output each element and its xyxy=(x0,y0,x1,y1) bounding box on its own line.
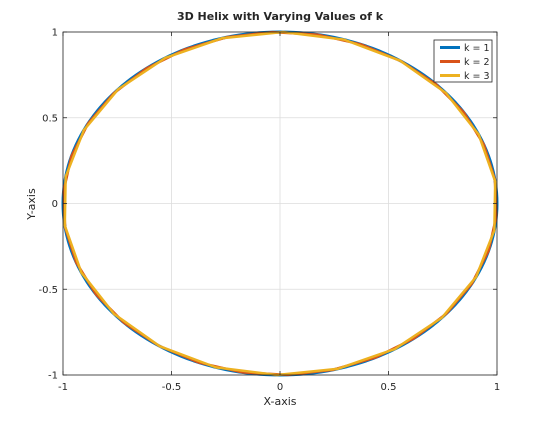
x-tick-label: 0.5 xyxy=(381,382,397,393)
chart-title: 3D Helix with Varying Values of k xyxy=(177,10,384,23)
y-tick-label: 0.5 xyxy=(42,113,58,124)
y-tick-label: -0.5 xyxy=(38,285,58,296)
y-tick-label: -1 xyxy=(48,371,58,382)
x-tick-label: 0 xyxy=(277,382,283,393)
x-axis-label: X-axis xyxy=(264,395,297,408)
legend[interactable]: k = 1 k = 2 k = 3 xyxy=(433,39,493,83)
legend-label-k1: k = 1 xyxy=(464,43,490,54)
series-line-k3 xyxy=(63,30,497,377)
legend-label-k2: k = 2 xyxy=(464,57,490,68)
x-tick-label: 1 xyxy=(494,382,500,393)
legend-label-k3: k = 3 xyxy=(464,71,490,82)
y-axis-label: Y-axis xyxy=(25,188,38,221)
ticks: -1 -0.5 0 0.5 1 -1 -0.5 0 0.5 1 xyxy=(38,28,500,394)
x-tick-label: -0.5 xyxy=(162,382,182,393)
x-tick-label: -1 xyxy=(58,382,68,393)
y-tick-label: 0 xyxy=(52,199,58,210)
y-tick-label: 1 xyxy=(52,28,58,39)
